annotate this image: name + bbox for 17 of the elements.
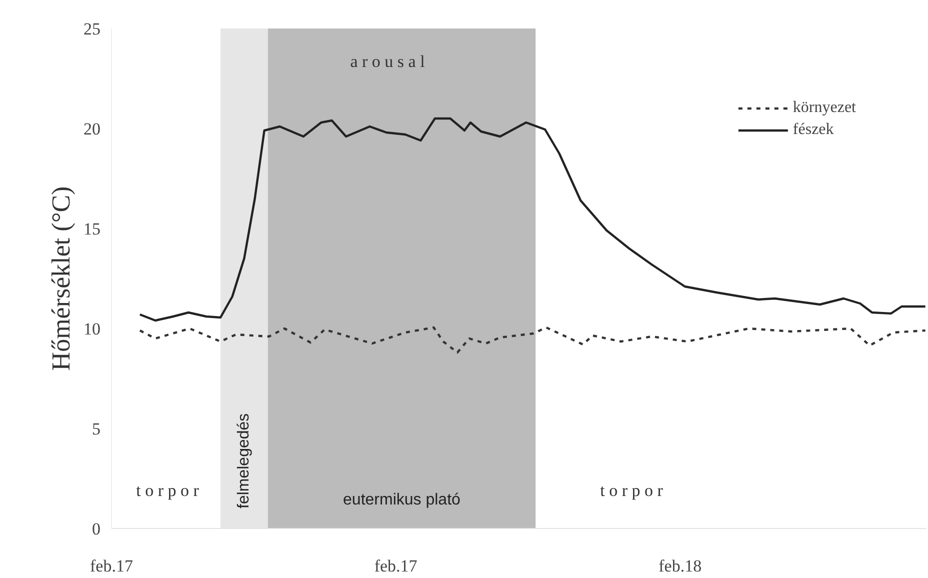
y-axis-title: Hőmérséklet (°C) bbox=[46, 186, 76, 371]
annotation: t o r p o r bbox=[600, 481, 664, 500]
y-tick-label: 10 bbox=[84, 320, 100, 338]
y-tick-label: 5 bbox=[92, 420, 100, 438]
legend-label: fészek bbox=[792, 121, 834, 139]
y-tick-label: 0 bbox=[92, 520, 100, 538]
legend-label: környezet bbox=[792, 99, 856, 117]
x-tick-label: feb.17 bbox=[374, 556, 418, 576]
y-tick-label: 15 bbox=[84, 220, 100, 238]
band-label: eutermikus plató bbox=[343, 492, 461, 508]
y-tick-label: 20 bbox=[84, 120, 100, 138]
band-label: felmelegedés bbox=[236, 413, 253, 508]
x-tick-label: feb.17 bbox=[90, 556, 134, 576]
annotation: a r o u s a l bbox=[350, 52, 426, 71]
y-tick-label: 25 bbox=[84, 20, 100, 38]
annotation: t o r p o r bbox=[136, 481, 200, 500]
x-tick-label: feb.18 bbox=[658, 556, 702, 576]
